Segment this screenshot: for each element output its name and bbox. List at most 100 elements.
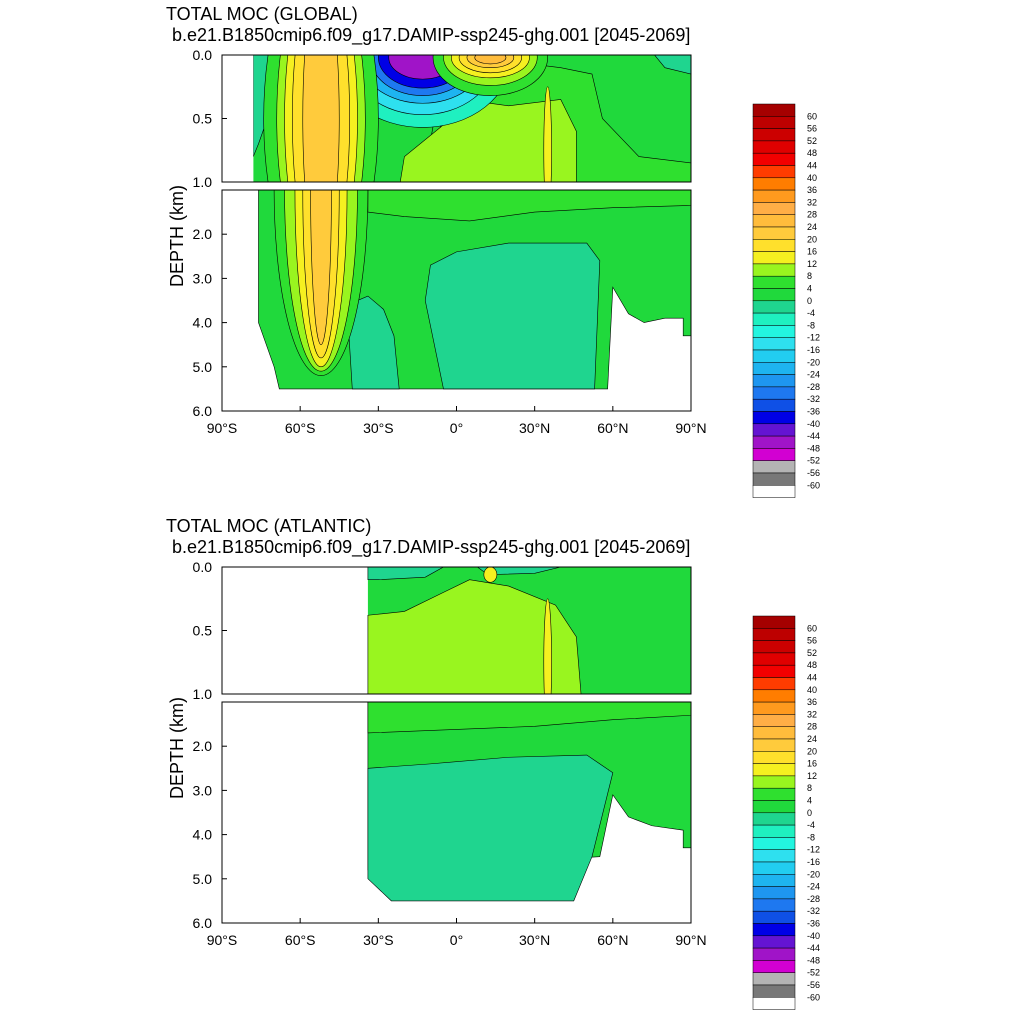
axes: 90°S 60°S 30°S 0° 30°N 60°N 90°N 0.0 0.5 1.0 2.0 3.…	[167, 559, 707, 948]
y-tick-label: 3.0	[193, 270, 213, 286]
colorbar-swatch	[752, 165, 796, 179]
upper-field	[222, 55, 691, 182]
colorbar-label: -56	[807, 980, 820, 990]
colorbar-swatch	[752, 997, 796, 1010]
colorbar-swatch	[752, 837, 796, 850]
colorbar-swatch	[752, 312, 796, 326]
colorbar-label: 56	[807, 636, 817, 646]
colorbar-label: 16	[807, 247, 817, 257]
colorbar-label: 24	[807, 734, 817, 744]
colorbar-label: -44	[807, 943, 820, 953]
cell-positive-upper-deep	[367, 190, 691, 222]
y-tick-label: 2.0	[193, 226, 213, 242]
colorbar-swatch	[752, 140, 796, 154]
cell-positive-north-atlantic	[543, 86, 552, 182]
y-tick-label: 0.5	[193, 623, 213, 639]
colorbar-label: -36	[807, 407, 820, 417]
colorbar-swatch	[752, 288, 796, 302]
colorbar-label: -20	[807, 869, 820, 879]
colorbar-swatch	[752, 202, 796, 215]
colorbar-label: 32	[807, 709, 817, 719]
x-tick-label: 60°N	[597, 420, 628, 436]
colorbar-swatch	[752, 300, 796, 314]
colorbar-label: 28	[807, 722, 817, 732]
colorbar-swatch	[752, 812, 796, 826]
x-tick-label: 30°S	[363, 932, 394, 948]
colorbar-label: -48	[807, 443, 820, 453]
colorbar-label: 52	[807, 648, 817, 658]
colorbar-label: -28	[807, 894, 820, 904]
y-tick-label: 0.5	[193, 111, 213, 127]
cell-negative-abyssal	[367, 754, 614, 902]
land-mask	[222, 55, 254, 182]
colorbar-swatch	[752, 128, 796, 142]
colorbar-swatch	[752, 935, 796, 949]
colorbar-label: 0	[807, 296, 812, 306]
colorbar: 60565248444036322824201612840-4-8-12-16-…	[752, 615, 820, 1010]
x-tick-label: 90°S	[207, 420, 238, 436]
colorbar-label: -8	[807, 832, 815, 842]
y-tick-label: 6.0	[193, 915, 213, 931]
colorbar-swatch	[752, 960, 796, 973]
colorbar-swatch	[752, 726, 796, 740]
colorbar-label: 48	[807, 148, 817, 158]
colorbar-label: -12	[807, 845, 820, 855]
colorbar-swatch	[752, 275, 796, 289]
y-tick-label: 4.0	[193, 315, 213, 331]
colorbar-label: 28	[807, 210, 817, 220]
x-tick-label: 30°S	[363, 420, 394, 436]
colorbar-swatch	[752, 874, 796, 887]
colorbar-swatch	[752, 714, 796, 727]
colorbar-swatch	[752, 349, 796, 363]
colorbar-label: -40	[807, 419, 820, 429]
cell-positive-tropics	[474, 55, 507, 65]
cell-positive-southern-ocean	[302, 55, 340, 182]
colorbar-swatch	[752, 689, 796, 703]
x-tick-label: 30°N	[519, 932, 550, 948]
chart-title: TOTAL MOC (GLOBAL)	[166, 4, 358, 24]
colorbar-swatch	[752, 214, 796, 228]
y-tick-label: 5.0	[193, 359, 213, 375]
colorbar-label: -40	[807, 931, 820, 941]
y-tick-label: 2.0	[193, 738, 213, 754]
colorbar-label: 32	[807, 197, 817, 207]
cell-positive-upper-deep	[367, 702, 691, 734]
lower-field	[367, 702, 691, 902]
colorbar-swatch	[752, 423, 796, 437]
y-tick-label: 4.0	[193, 827, 213, 843]
cell-positive-surface	[483, 567, 498, 583]
colorbar-swatch	[752, 189, 796, 203]
lower-field	[258, 190, 691, 390]
colorbar-swatch	[752, 251, 796, 265]
cell-positive-atlantic	[367, 579, 582, 694]
colorbar: 60565248444036322824201612840-4-8-12-16-…	[752, 103, 820, 498]
colorbar-label: 0	[807, 808, 812, 818]
colorbar-label: -32	[807, 394, 820, 404]
x-tick-label: 90°N	[675, 932, 706, 948]
colorbar-label: 8	[807, 783, 812, 793]
colorbar-label: 40	[807, 685, 817, 695]
y-tick-label: 1.0	[193, 174, 213, 190]
colorbar-swatch	[752, 923, 796, 937]
x-tick-label: 30°N	[519, 420, 550, 436]
y-axis-label: DEPTH (km)	[167, 185, 187, 287]
colorbar-label: -32	[807, 906, 820, 916]
chart-subtitle: b.e21.B1850cmip6.f09_g17.DAMIP-ssp245-gh…	[172, 25, 691, 45]
colorbar-swatch	[752, 263, 796, 277]
colorbar-swatch	[752, 460, 796, 474]
colorbar-swatch	[752, 615, 796, 629]
colorbar-swatch	[752, 652, 796, 666]
colorbar-label: 52	[807, 136, 817, 146]
y-tick-label: 6.0	[193, 403, 213, 419]
y-axis-label: DEPTH (km)	[167, 697, 187, 799]
colorbar-label: 44	[807, 161, 817, 171]
colorbar-label: -48	[807, 955, 820, 965]
colorbar-label: -16	[807, 857, 820, 867]
cell-positive-north-atlantic	[543, 598, 552, 694]
colorbar-label: -52	[807, 968, 820, 978]
colorbar-label: 48	[807, 660, 817, 670]
colorbar-swatch	[752, 664, 796, 678]
colorbar-swatch	[752, 947, 796, 961]
cell-negative-abyssal	[424, 242, 601, 390]
colorbar-swatch	[752, 800, 796, 814]
